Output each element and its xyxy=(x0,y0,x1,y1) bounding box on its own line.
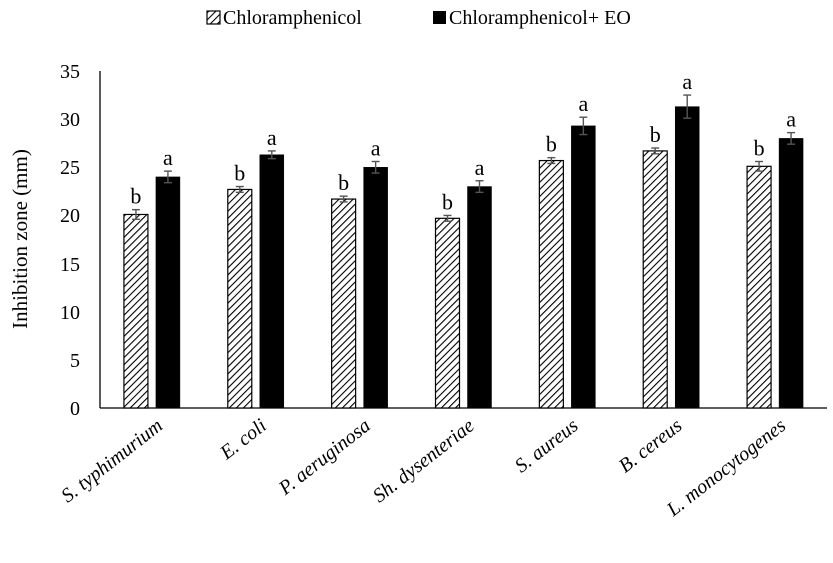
y-tick-label: 20 xyxy=(60,205,80,227)
significance-letter: b xyxy=(442,189,453,214)
significance-letter: a xyxy=(475,155,485,180)
y-tick-labels: 0 5 10 15 20 25 30 35 xyxy=(60,61,80,420)
bar-chloramphenicol-eo xyxy=(778,138,804,409)
significance-letter: b xyxy=(546,132,557,157)
significance-letter: b xyxy=(650,122,661,147)
y-tick-label: 0 xyxy=(70,398,80,420)
bar-chloramphenicol xyxy=(331,198,357,409)
y-tick-label: 15 xyxy=(60,254,80,276)
bar-chloramphenicol-eo xyxy=(571,125,596,409)
legend: Chloramphenicol Chloramphenicol+ EO xyxy=(206,7,631,29)
significance-letter: a xyxy=(682,69,692,94)
significance-letter: a xyxy=(163,145,173,170)
legend-label-chloramphenicol: Chloramphenicol xyxy=(223,7,362,29)
bar-chloramphenicol xyxy=(434,217,461,409)
x-tick-label: P. aeruginosa xyxy=(274,415,375,500)
y-tick-label: 30 xyxy=(60,109,80,131)
bar-chloramphenicol-eo xyxy=(674,106,700,409)
significance-letter: b xyxy=(338,170,349,195)
legend-swatch-solid xyxy=(433,11,446,24)
bars-group xyxy=(123,106,804,409)
bar-chloramphenicol xyxy=(746,165,772,409)
significance-letter: a xyxy=(578,91,588,116)
y-tick-label: 5 xyxy=(70,350,80,372)
x-tick-label: Sh. dysenteriae xyxy=(369,415,479,508)
significance-letter: b xyxy=(234,161,245,186)
legend-label-chloramphenicol-eo: Chloramphenicol+ EO xyxy=(449,7,631,29)
bar-chloramphenicol xyxy=(642,150,668,409)
y-tick-label: 10 xyxy=(60,302,80,324)
bar-chloramphenicol-eo xyxy=(363,167,388,409)
significance-letter: b xyxy=(130,184,141,209)
bar-chloramphenicol xyxy=(227,188,253,409)
bar-chloramphenicol-eo xyxy=(155,176,181,409)
bar-chloramphenicol-eo xyxy=(467,186,492,409)
x-tick-label: E. coli xyxy=(215,415,270,465)
significance-letter: a xyxy=(786,107,796,132)
significance-letter: b xyxy=(754,136,765,161)
legend-swatch-hatched xyxy=(206,10,221,25)
y-axis-label: Inhibition zone (mm) xyxy=(8,149,32,329)
bar-chloramphenicol xyxy=(538,159,564,409)
y-tick-label: 35 xyxy=(60,61,80,83)
error-bars-group xyxy=(131,94,796,222)
significance-letter: a xyxy=(267,125,277,150)
bar-chloramphenicol-eo xyxy=(259,154,285,409)
x-tick-label: S. typhimurium xyxy=(57,415,167,508)
y-tick-label: 25 xyxy=(60,157,80,179)
x-tick-label: S. aureus xyxy=(511,414,583,477)
x-tick-label: B. cereus xyxy=(615,414,687,477)
significance-letter: a xyxy=(371,136,381,161)
bar-chloramphenicol xyxy=(123,213,149,409)
